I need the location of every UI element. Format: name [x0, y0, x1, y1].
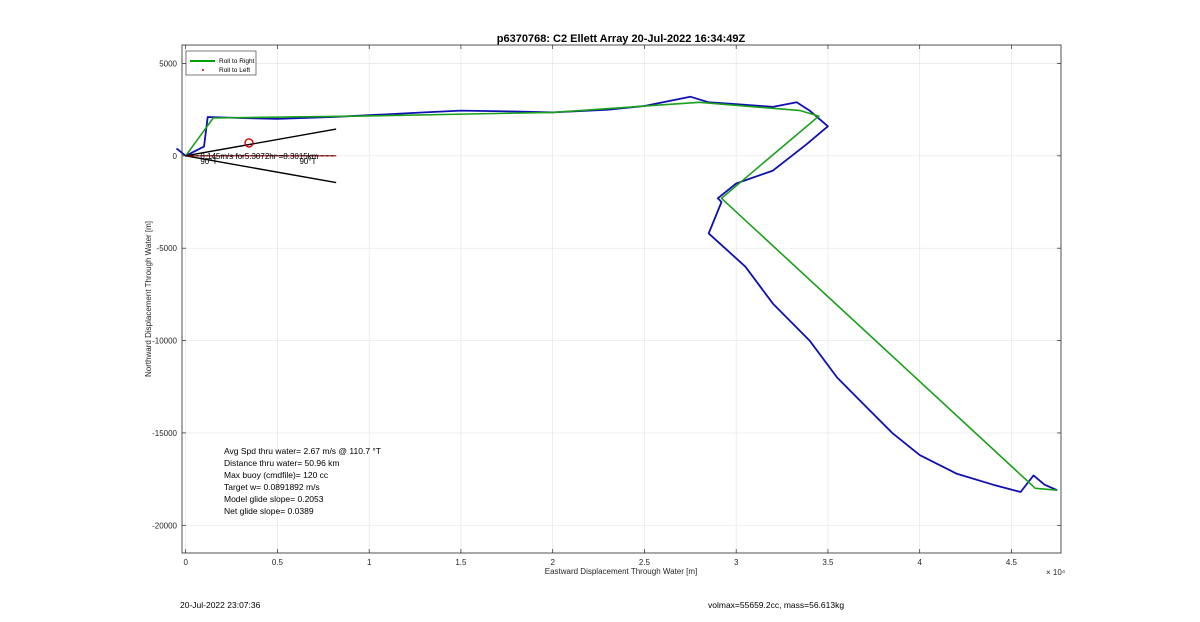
y-tick-label: -5000: [157, 244, 178, 253]
grid: [182, 45, 1061, 553]
heading-label-left: 90°T: [200, 157, 217, 166]
heading-label-right: 90°T: [299, 157, 316, 166]
x-tick-label: 1.5: [455, 558, 467, 567]
y-tick-label: 0: [173, 152, 178, 161]
legend-label-roll-left: Roll to Left: [219, 67, 250, 74]
legend-swatch-roll-left: [202, 69, 204, 71]
legend-label-roll-right: Roll to Right: [219, 58, 255, 65]
position-marker: [244, 138, 254, 148]
y-axis-label: Northward Displacement Through Water [m]: [144, 221, 153, 377]
y-tick-label: -20000: [152, 521, 177, 530]
y-tick-label: -15000: [152, 429, 177, 438]
stat-net-glide: Net glide slope= 0.0389: [224, 506, 314, 516]
stat-target-w: Target w= 0.0891892 m/s: [224, 482, 320, 492]
x-tick-label: 0: [183, 558, 188, 567]
x-tick-label: 3.5: [822, 558, 834, 567]
x-tick-label: 4.5: [1006, 558, 1018, 567]
footer-timestamp: 20-Jul-2022 23:07:36: [180, 600, 261, 610]
footer-volmax: volmax=55659.2cc, mass=56.613kg: [708, 600, 845, 610]
plot-series: [175, 95, 1058, 493]
x-ticks: 0 0.5 1 1.5 2 2.5 3 3.5 4 4.5: [183, 45, 1018, 567]
wedge-lower-line: [185, 155, 337, 184]
y-tick-label: -10000: [152, 337, 177, 346]
stat-distance: Distance thru water= 50.96 km: [224, 458, 340, 468]
axes-background: [182, 45, 1061, 553]
x-tick-label: 0.5: [272, 558, 284, 567]
legend: Roll to Right Roll to Left: [185, 50, 257, 76]
legend-box: [185, 50, 257, 76]
roll-right-line: [185, 101, 1058, 491]
wedge-upper-line: [185, 128, 337, 157]
y-ticks: 5000 0 -5000 -10000 -15000 -20000: [152, 59, 1061, 530]
current-speed-label: 0.145m/s for5.3072hr =8.3015km: [200, 152, 318, 161]
stat-max-buoy: Max buoy (cmdfile)= 120 cc: [224, 470, 329, 480]
x-tick-label: 2.5: [639, 558, 651, 567]
stats-block: Avg Spd thru water= 2.67 m/s @ 110.7 °T …: [224, 446, 381, 516]
x-exponent-label: × 10⁴: [1046, 568, 1066, 577]
x-tick-label: 4: [917, 558, 922, 567]
axes-box: [181, 44, 1062, 554]
stat-avg-speed: Avg Spd thru water= 2.67 m/s @ 110.7 °T: [224, 446, 381, 456]
stat-model-glide: Model glide slope= 0.2053: [224, 494, 324, 504]
y-tick-label: 5000: [159, 59, 177, 68]
x-axis-label: Eastward Displacement Through Water [m]: [545, 567, 698, 576]
chart-title: p6370768: C2 Ellett Array 20-Jul-2022 16…: [497, 33, 746, 45]
x-tick-label: 1: [367, 558, 372, 567]
x-tick-label: 2: [550, 558, 555, 567]
x-tick-label: 3: [734, 558, 739, 567]
